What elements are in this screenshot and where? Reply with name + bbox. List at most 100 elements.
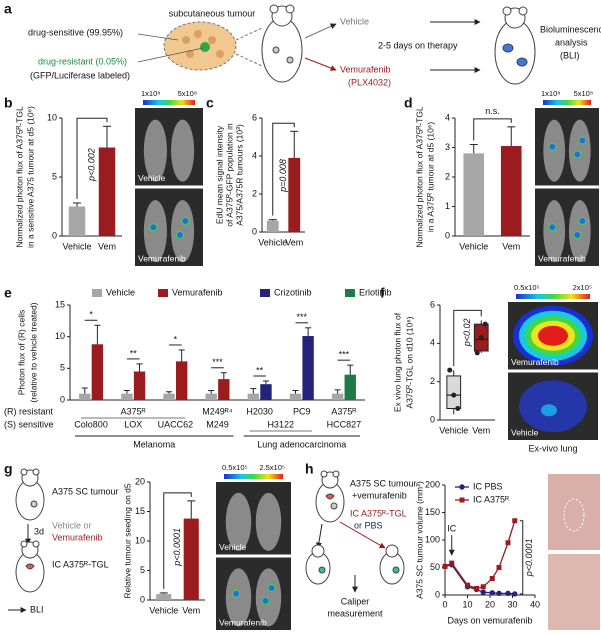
group-label: UACC62 bbox=[158, 419, 194, 429]
signal bbox=[261, 597, 270, 605]
annotation: p<0.0001 bbox=[172, 528, 182, 567]
group-label: H2030 bbox=[246, 406, 273, 416]
diagram-label: Vehicle or bbox=[52, 520, 92, 530]
bar bbox=[288, 157, 301, 232]
y-tick-label: 0 bbox=[140, 594, 145, 604]
mouse-icon-part bbox=[502, 43, 514, 53]
y-tick-label: 100 bbox=[425, 534, 440, 544]
annotation: p=0.008 bbox=[278, 159, 288, 193]
tissue-label: Melanoma bbox=[133, 439, 175, 449]
mouse-icon-part bbox=[286, 56, 294, 64]
arrow bbox=[304, 57, 337, 71]
significance-label: *** bbox=[339, 350, 350, 360]
mouse-icon-part bbox=[25, 563, 35, 570]
mouse-icon bbox=[305, 544, 405, 585]
diagram-label: measurement bbox=[327, 608, 383, 618]
bar bbox=[68, 206, 86, 236]
y-tick-label: 0 bbox=[52, 230, 57, 240]
y-tick-label: 10 bbox=[55, 331, 65, 341]
color-scale-label: 1x10⁸ bbox=[541, 89, 560, 98]
panel-label: c bbox=[206, 95, 214, 111]
color-scale bbox=[516, 294, 590, 299]
mouse-icon-part bbox=[325, 493, 335, 500]
diagram-label: 2-5 days on therapy bbox=[378, 40, 458, 50]
x-tick-label: 0 bbox=[442, 599, 447, 609]
mouse-icon-part bbox=[516, 57, 528, 67]
mouse-icon-part bbox=[269, 4, 279, 14]
legend-label: Crizotinib bbox=[274, 287, 312, 297]
row-label: (S) sensitive bbox=[4, 419, 54, 429]
mouse-silhouette bbox=[171, 200, 195, 263]
mouse-icon-part bbox=[494, 19, 536, 85]
color-scale-label: 0.5x10⁵ bbox=[514, 283, 540, 292]
diagram-label: analysis bbox=[555, 37, 588, 47]
marker bbox=[474, 585, 479, 591]
bar bbox=[91, 344, 104, 400]
tumour-illustration bbox=[163, 21, 237, 71]
significance-bracket bbox=[76, 117, 108, 199]
image-label: Vehicle bbox=[219, 542, 247, 552]
x-tick-label: Vem bbox=[285, 237, 303, 247]
y-axis-label: Relative tumour seeding on d5 bbox=[122, 483, 132, 599]
bar bbox=[289, 393, 302, 400]
point bbox=[451, 392, 457, 398]
y-axis-label: in a A375ᴿ tumour at d5 (10⁶) bbox=[425, 122, 435, 233]
y-tick-label: 2 bbox=[445, 171, 450, 181]
mouse-icon-part bbox=[518, 6, 528, 16]
bar bbox=[218, 379, 230, 400]
group-label: Colo800 bbox=[74, 419, 108, 429]
diagram-label: A375 SC tumour bbox=[350, 478, 417, 488]
group-label: LOX bbox=[124, 419, 142, 429]
y-axis-label: in a sensitive A375 tumour at d5 (10⁶) bbox=[25, 106, 35, 248]
group-label: M249 bbox=[206, 419, 229, 429]
y-tick-label: 2 bbox=[252, 188, 257, 198]
image-label: Vemurafenib bbox=[538, 253, 586, 263]
point bbox=[478, 335, 484, 341]
marker bbox=[496, 590, 502, 597]
bar bbox=[463, 153, 485, 236]
signal bbox=[267, 583, 276, 592]
mouse-icon bbox=[15, 540, 45, 593]
x-tick-label: Vehicle bbox=[439, 425, 468, 435]
y-axis-label: Normalized photon flux of A375ᴿ-TGL bbox=[414, 106, 424, 248]
x-tick-label: 10 bbox=[462, 599, 472, 609]
bar bbox=[156, 594, 172, 600]
y-tick-label: 50 bbox=[430, 562, 440, 572]
mouse-icon bbox=[261, 4, 303, 83]
y-axis-label: Ex vivo lung photon flux of bbox=[392, 312, 402, 412]
image-label: Vemurafenib bbox=[219, 617, 267, 627]
y-tick-label: 0 bbox=[252, 226, 257, 236]
photo-outline bbox=[563, 498, 585, 532]
mouse-silhouette bbox=[225, 568, 252, 627]
significance-label: ** bbox=[130, 348, 138, 358]
mouse-icon-part bbox=[320, 470, 328, 478]
image-label: Vemurafenib bbox=[511, 357, 559, 367]
x-tick-label: Vehicle bbox=[149, 605, 178, 615]
diagram-label: drug-sensitive (99.95%) bbox=[28, 27, 123, 37]
x-tick-label: 40 bbox=[530, 599, 540, 609]
diagram-label: +vemurafenib bbox=[352, 490, 407, 500]
group-label: H3122 bbox=[267, 419, 294, 429]
panel-label: b bbox=[4, 95, 13, 111]
mouse-icon bbox=[15, 468, 45, 521]
y-tick-label: 200 bbox=[425, 479, 440, 489]
diagram-label: (BLI) bbox=[560, 50, 580, 60]
significance-label: * bbox=[89, 310, 93, 320]
y-tick-label: 0 bbox=[60, 394, 65, 404]
point bbox=[455, 406, 461, 411]
legend-label: Vemurafenib bbox=[172, 287, 223, 297]
annotation: n.s. bbox=[485, 106, 500, 116]
legend-swatch bbox=[92, 289, 102, 297]
mouse-silhouette bbox=[568, 200, 591, 263]
legend-label: Vehicle bbox=[106, 287, 135, 297]
x-tick-label: Vem bbox=[98, 241, 116, 251]
mouse-icon-part bbox=[32, 540, 40, 548]
annotation: p<0.002 bbox=[86, 148, 96, 182]
panel-label: h bbox=[305, 461, 314, 477]
signal bbox=[541, 404, 557, 417]
image-label: Vehicle bbox=[138, 173, 166, 183]
mouse-silhouette bbox=[568, 119, 591, 182]
y-tick-label: 4 bbox=[430, 338, 435, 348]
y-tick-label: 10 bbox=[47, 112, 57, 122]
bar bbox=[163, 393, 175, 400]
